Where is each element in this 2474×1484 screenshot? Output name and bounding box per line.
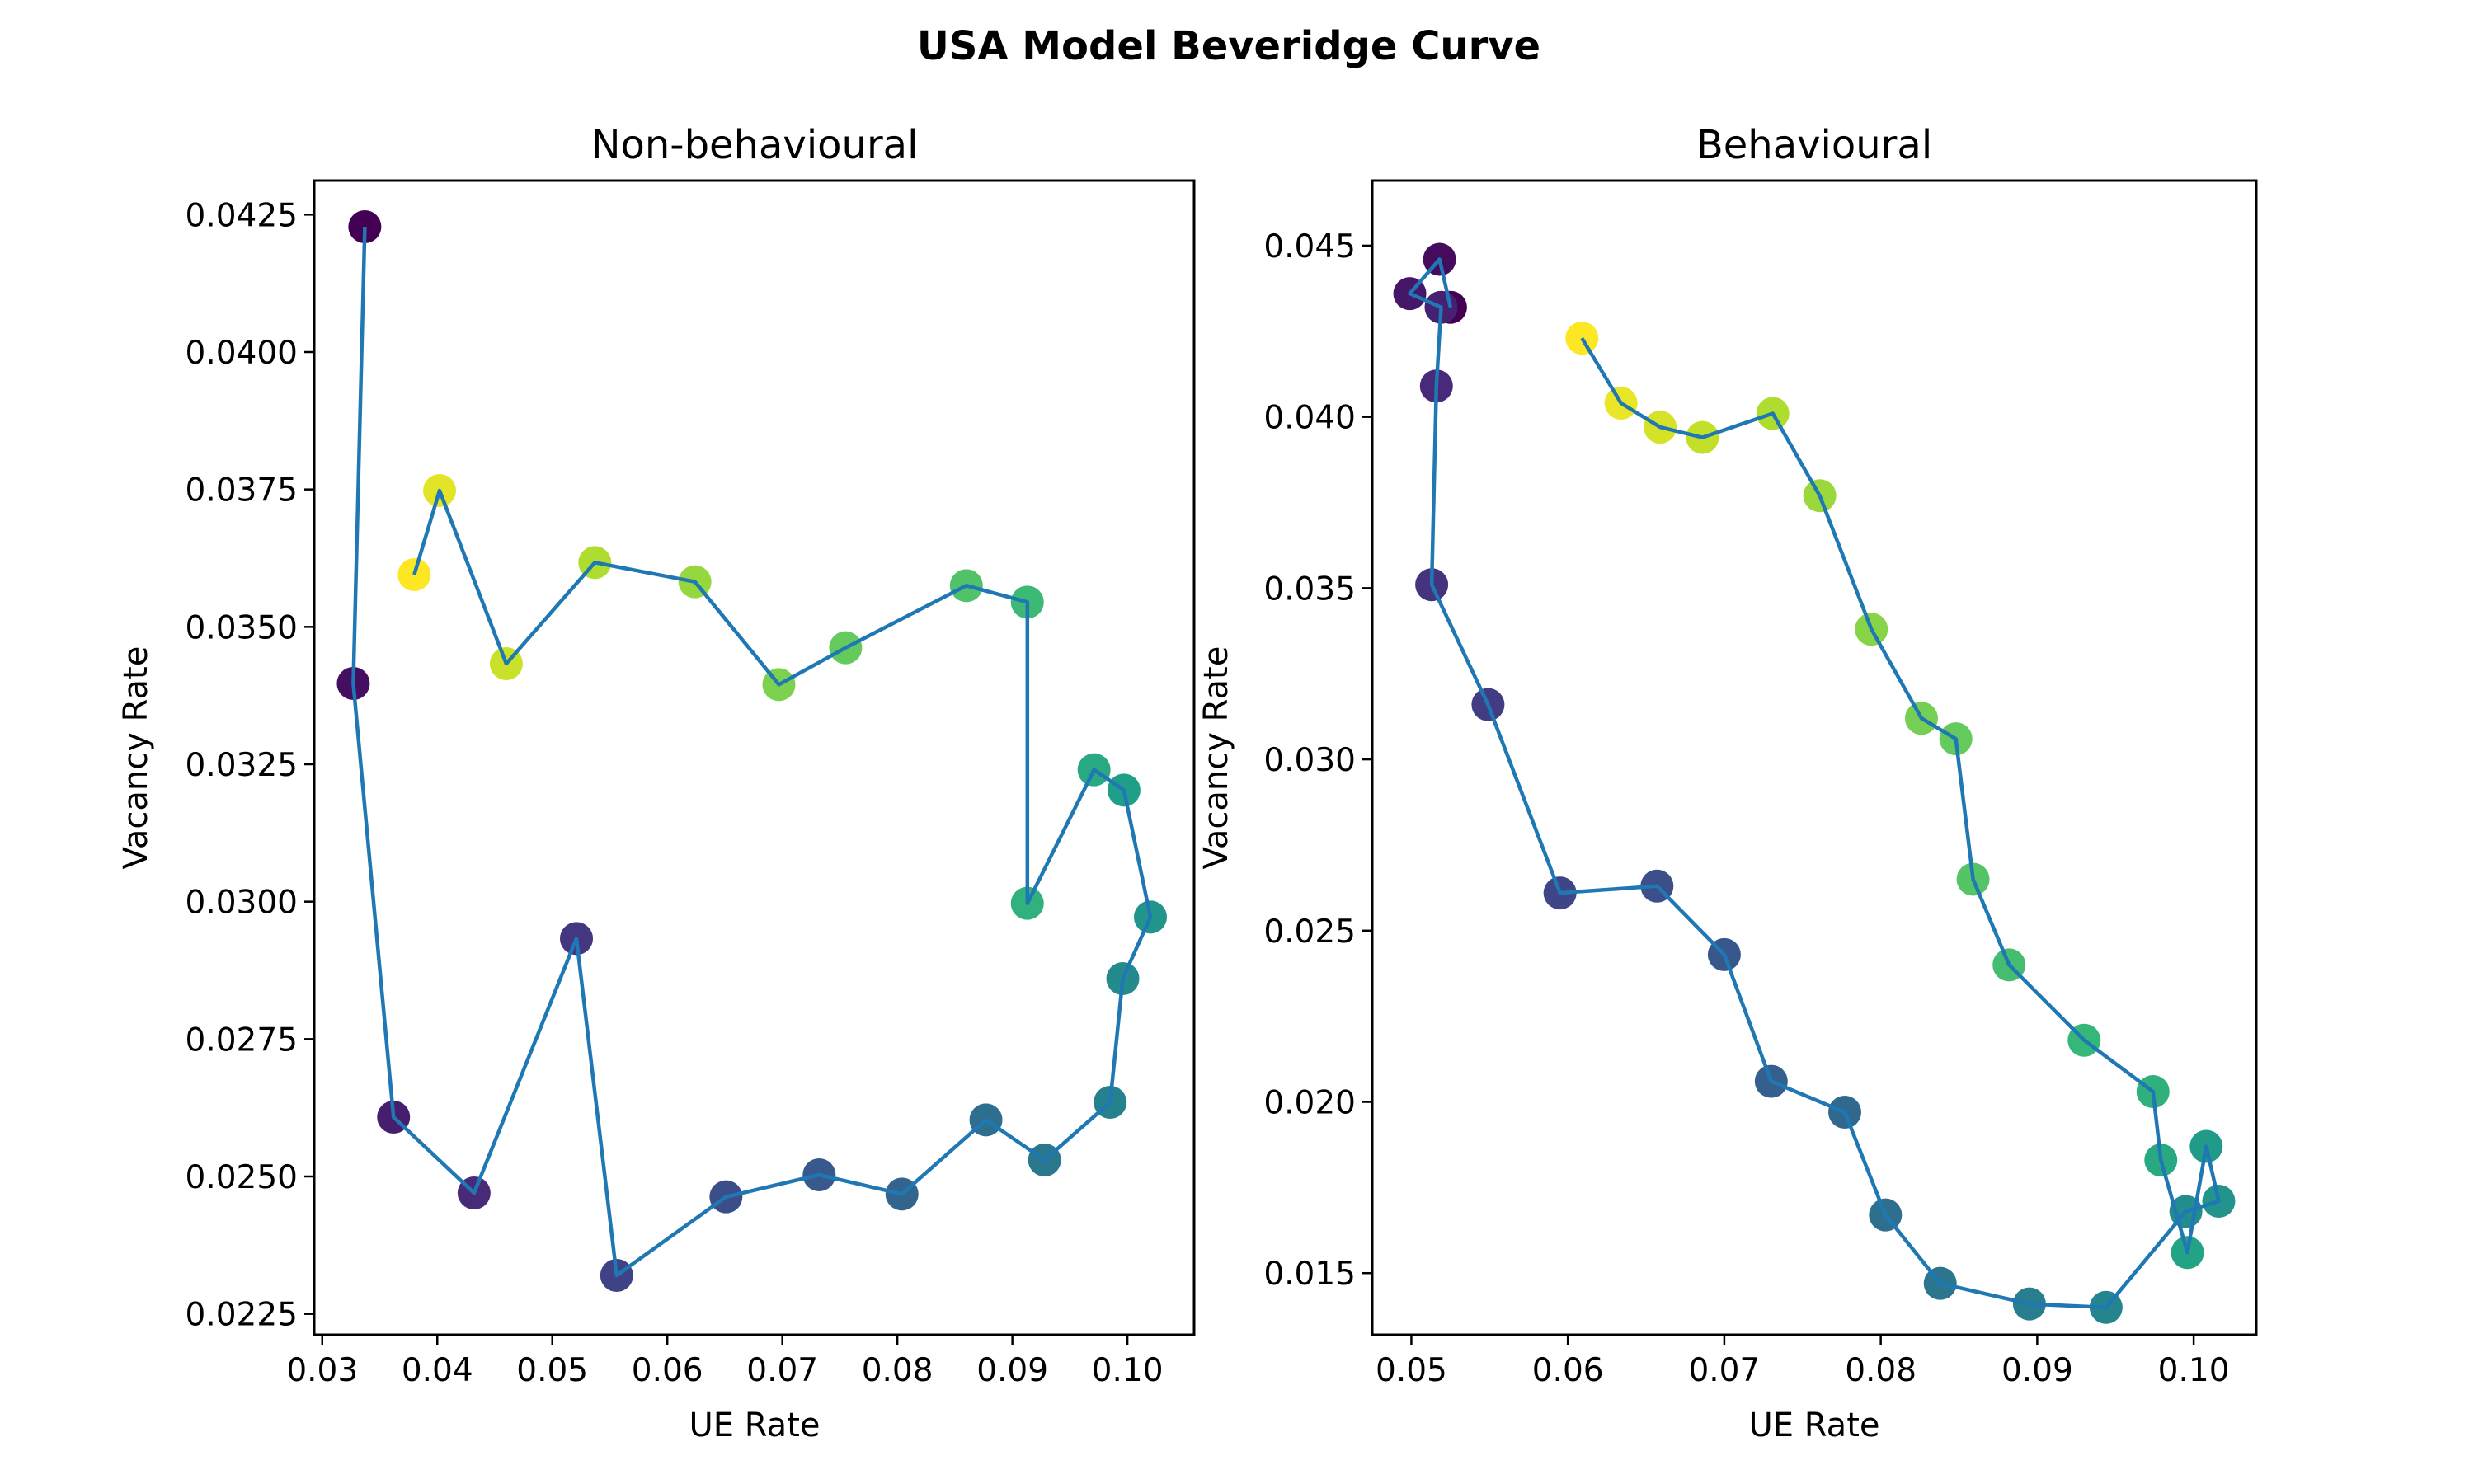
- figure-title: USA Model Beveridge Curve: [917, 23, 1540, 69]
- x-tick-label: 0.08: [862, 1352, 934, 1389]
- plot-frame: [313, 179, 1196, 1336]
- y-tick-label: 0.040: [1263, 400, 1356, 437]
- y-tick-label: 0.035: [1263, 571, 1356, 608]
- y-tick-label: 0.015: [1263, 1256, 1356, 1293]
- y-tick-label: 0.0425: [186, 197, 298, 234]
- y-tick-label: 0.0250: [186, 1159, 298, 1196]
- y-tick-label: 0.0275: [186, 1021, 298, 1059]
- x-tick-label: 0.05: [516, 1352, 588, 1389]
- x-axis-label: UE Rate: [689, 1407, 821, 1444]
- panel-title: Non-behavioural: [591, 122, 919, 168]
- x-tick-label: 0.03: [286, 1352, 358, 1389]
- x-tick-label: 0.06: [1532, 1352, 1604, 1389]
- y-tick-label: 0.030: [1263, 742, 1356, 779]
- x-tick-label: 0.04: [402, 1352, 473, 1389]
- x-tick-label: 0.05: [1376, 1352, 1447, 1389]
- y-axis-label: Vacancy Rate: [1197, 646, 1235, 870]
- y-axis-label: Vacancy Rate: [117, 646, 155, 870]
- x-tick-label: 0.06: [632, 1352, 703, 1389]
- y-tick-label: 0.0325: [186, 747, 298, 784]
- x-axis-label: UE Rate: [1749, 1407, 1880, 1444]
- y-tick-label: 0.0300: [186, 885, 298, 922]
- x-tick-label: 0.09: [2001, 1352, 2073, 1389]
- y-tick-label: 0.0225: [186, 1297, 298, 1334]
- panel-behavioural: Behavioural UE Rate Vacancy Rate 0.05 0.0…: [1197, 122, 2258, 1444]
- x-tick-label: 0.09: [976, 1352, 1048, 1389]
- plot-frame: [1371, 179, 2258, 1336]
- x-tick-label: 0.10: [2158, 1352, 2230, 1389]
- x-tick-label: 0.07: [746, 1352, 818, 1389]
- panel-non-behavioural: Non-behavioural UE Rate Vacancy Rate 0.0…: [117, 122, 1196, 1444]
- series-line: [351, 226, 1153, 1278]
- y-tick-label: 0.0400: [186, 335, 298, 372]
- y-tick-label: 0.0350: [186, 609, 298, 646]
- y-tick-label: 0.045: [1263, 228, 1356, 265]
- y-tick-label: 0.020: [1263, 1085, 1356, 1122]
- panel-title: Behavioural: [1696, 122, 1932, 168]
- series-line: [1408, 257, 2221, 1310]
- y-tick-label: 0.025: [1263, 913, 1356, 951]
- x-tick-label: 0.07: [1688, 1352, 1760, 1389]
- x-tick-label: 0.08: [1845, 1352, 1917, 1389]
- y-tick-label: 0.0375: [186, 472, 298, 510]
- x-tick-label: 0.10: [1092, 1352, 1164, 1389]
